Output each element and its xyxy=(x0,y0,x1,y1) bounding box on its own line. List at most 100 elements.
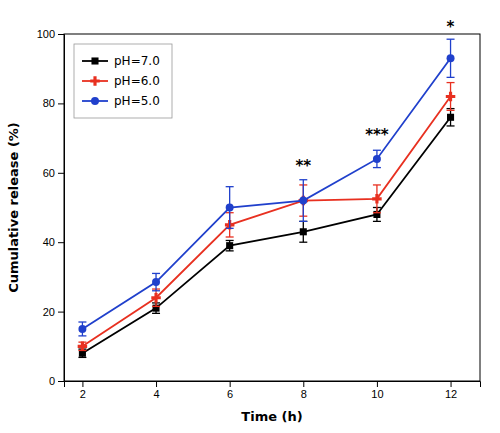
tick-mark xyxy=(58,173,64,174)
legend-marker xyxy=(91,57,98,64)
tick: 100 xyxy=(37,28,64,40)
tick-mark xyxy=(58,312,64,313)
series-line xyxy=(82,117,450,353)
error-bar xyxy=(226,240,234,250)
series xyxy=(78,83,456,351)
error-bar-cap xyxy=(78,335,86,336)
marker xyxy=(299,196,308,205)
tick: 10 xyxy=(371,381,383,400)
error-bar-cap xyxy=(226,240,234,241)
tick-mark xyxy=(58,103,64,104)
tick-mark xyxy=(82,381,83,387)
tick-mark xyxy=(451,381,452,387)
error-bar-cap xyxy=(447,110,455,111)
error-bar xyxy=(447,109,455,126)
error-bar-cap xyxy=(78,321,86,322)
tick-label: 12 xyxy=(445,388,457,400)
axis-line xyxy=(65,382,481,388)
error-bar-cap xyxy=(78,357,86,358)
annotation: *** xyxy=(365,126,389,144)
marker xyxy=(373,155,381,163)
marks xyxy=(78,39,456,357)
tick-mark xyxy=(377,381,378,387)
legend-label: pH=7.0 xyxy=(114,54,160,68)
plot: 24681012020406080100******pH=7.0pH=6.0pH… xyxy=(37,18,481,400)
error-bar-cap xyxy=(299,242,307,243)
tick: 20 xyxy=(43,306,64,318)
error-bar xyxy=(226,187,234,229)
marker xyxy=(226,204,234,212)
legend-frame xyxy=(74,44,172,118)
legend-label: pH=5.0 xyxy=(114,94,160,108)
marker xyxy=(372,194,381,203)
tick: 6 xyxy=(227,381,233,400)
y-axis: 0 20 40 60 80 100 xyxy=(37,28,65,387)
tick: 60 xyxy=(43,167,64,179)
error-bar-cap xyxy=(226,236,234,237)
marker xyxy=(78,342,87,351)
error-bar xyxy=(152,289,160,306)
marker xyxy=(299,197,307,205)
marker xyxy=(152,278,160,286)
error-bar xyxy=(299,180,307,222)
tick-label: 40 xyxy=(43,236,55,248)
tick: 0 xyxy=(49,375,64,387)
series-line xyxy=(82,58,450,329)
error-bar-cap xyxy=(152,313,160,314)
x-axis-title: Time (h) xyxy=(241,409,302,424)
tick-mark xyxy=(58,34,64,35)
marker xyxy=(151,293,160,302)
marker xyxy=(226,242,233,249)
error-bar-cap xyxy=(299,179,307,180)
tick-label: 4 xyxy=(153,388,159,400)
tick: 80 xyxy=(43,97,64,109)
error-bar-cap xyxy=(447,39,455,40)
legend-label: pH=6.0 xyxy=(114,74,160,88)
annotation: ** xyxy=(295,157,311,175)
error-bar-cap xyxy=(373,212,381,213)
error-bar-cap xyxy=(152,290,160,291)
tick: 2 xyxy=(80,381,86,400)
tick: 4 xyxy=(153,381,159,400)
legend-item: pH=6.0 xyxy=(82,74,160,88)
error-bar xyxy=(152,273,160,290)
error-bar-cap xyxy=(447,82,455,83)
error-bar-cap xyxy=(226,228,234,229)
error-bar xyxy=(447,39,455,77)
tick-label: 0 xyxy=(49,375,55,387)
annotation: * xyxy=(447,18,455,36)
tick-mark xyxy=(58,242,64,243)
tick: 40 xyxy=(43,236,64,248)
tick-label: 2 xyxy=(80,388,86,400)
plot-frame xyxy=(64,34,480,381)
marker xyxy=(78,325,86,333)
error-bar xyxy=(299,221,307,242)
tick-mark xyxy=(156,381,157,387)
marker xyxy=(447,114,454,121)
tick-label: 10 xyxy=(371,388,383,400)
tick-label: 80 xyxy=(43,97,55,109)
legend-item: pH=5.0 xyxy=(82,94,160,108)
legend-marker xyxy=(91,97,99,105)
tick-label: 20 xyxy=(43,306,55,318)
x-axis: 2 4 6 8 10 12 xyxy=(65,381,481,400)
y-axis-title: Cumulative release (%) xyxy=(6,122,21,293)
series xyxy=(78,39,454,336)
error-bar-cap xyxy=(373,221,381,222)
tick-label: 8 xyxy=(301,388,307,400)
marker xyxy=(446,92,455,101)
tick: 8 xyxy=(301,381,307,400)
error-bar xyxy=(78,342,86,350)
error-bar-cap xyxy=(152,273,160,274)
tick-label: 60 xyxy=(43,167,55,179)
tick-mark xyxy=(303,381,304,387)
error-bar-cap xyxy=(373,167,381,168)
error-bar-cap xyxy=(226,186,234,187)
error-bar-cap xyxy=(447,77,455,78)
tick-label: 6 xyxy=(227,388,233,400)
legend-marker xyxy=(90,76,99,85)
series xyxy=(78,109,454,358)
tick-mark xyxy=(230,381,231,387)
legend: pH=7.0 pH=6.0 pH=5.0 xyxy=(74,44,172,118)
marker xyxy=(447,54,455,62)
